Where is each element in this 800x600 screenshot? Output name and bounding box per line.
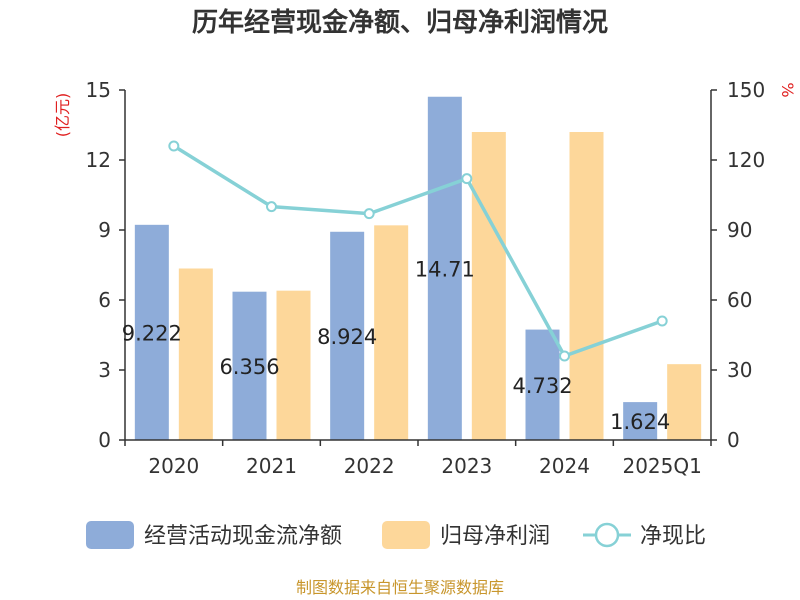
bar-cashflow — [134, 224, 169, 440]
ratio-point — [266, 201, 277, 213]
data-label-cashflow: 4.732 — [512, 374, 572, 398]
source-note: 制图数据来自恒生聚源数据库 — [296, 578, 504, 597]
bar-cashflow — [623, 402, 658, 440]
left-tick-label: 3 — [98, 358, 111, 382]
left-tick-label: 0 — [98, 428, 111, 452]
right-axis-ticks: 0 30 60 90 120 150 — [711, 78, 765, 452]
right-tick-label: 120 — [727, 148, 765, 172]
ratio-line — [168, 140, 668, 362]
bar-cashflow — [427, 96, 462, 440]
category-label: 2022 — [344, 454, 395, 478]
legend-swatch-cashflow — [86, 521, 134, 549]
left-axis-unit: (亿元) — [53, 93, 72, 138]
bar-cashflow — [232, 291, 267, 440]
left-axis-ticks: 0 3 6 9 12 15 — [86, 78, 125, 452]
right-tick-label: 150 — [727, 78, 765, 102]
right-tick-label: 90 — [727, 218, 752, 242]
legend-label-profit: 归母净利润 — [440, 524, 550, 549]
right-axis-unit: % — [778, 82, 797, 97]
left-tick-label: 9 — [98, 218, 111, 242]
legend-swatch-ratio-marker — [594, 522, 620, 548]
data-labels: 9.222 6.356 8.924 14.71 4.732 1.624 — [122, 257, 670, 434]
ratio-line-path — [172, 144, 663, 358]
bar-profit — [374, 225, 409, 440]
category-label: 2024 — [539, 454, 590, 478]
category-label: 2025Q1 — [622, 454, 701, 478]
right-tick-label: 60 — [727, 288, 752, 312]
bar-profit — [276, 290, 311, 440]
ratio-point — [363, 208, 375, 220]
right-tick-label: 30 — [727, 358, 752, 382]
data-label-cashflow: 8.924 — [317, 325, 377, 349]
legend: 经营活动现金流净额 归母净利润 净现比 — [86, 521, 706, 549]
bar-profit — [667, 364, 702, 440]
left-tick-label: 6 — [98, 288, 111, 312]
bar-profit — [471, 132, 506, 440]
category-label: 2023 — [441, 454, 492, 478]
ratio-point — [168, 140, 180, 152]
legend-label-ratio: 净现比 — [640, 524, 706, 549]
ratio-point — [461, 173, 473, 185]
legend-label-cashflow: 经营活动现金流净额 — [144, 524, 342, 549]
right-tick-label: 0 — [727, 428, 740, 452]
data-label-cashflow: 14.71 — [415, 257, 475, 281]
data-label-cashflow: 1.624 — [610, 410, 670, 434]
bar-profit — [178, 268, 213, 440]
category-label: 2020 — [148, 454, 199, 478]
bar-profit — [569, 132, 604, 440]
left-tick-label: 15 — [86, 78, 111, 102]
legend-swatch-profit — [382, 521, 430, 549]
bar-cashflow — [525, 329, 560, 440]
ratio-point — [656, 315, 668, 327]
ratio-point — [559, 350, 570, 362]
category-labels: 2020 2021 2022 2023 2024 2025Q1 — [124, 440, 712, 478]
data-label-cashflow: 9.222 — [122, 321, 182, 345]
data-label-cashflow: 6.356 — [219, 355, 279, 379]
bars — [134, 96, 702, 440]
category-label: 2021 — [246, 454, 297, 478]
left-tick-label: 12 — [86, 148, 111, 172]
chart-title: 历年经营现金净额、归母净利润情况 — [192, 7, 608, 38]
bar-cashflow — [330, 231, 365, 440]
